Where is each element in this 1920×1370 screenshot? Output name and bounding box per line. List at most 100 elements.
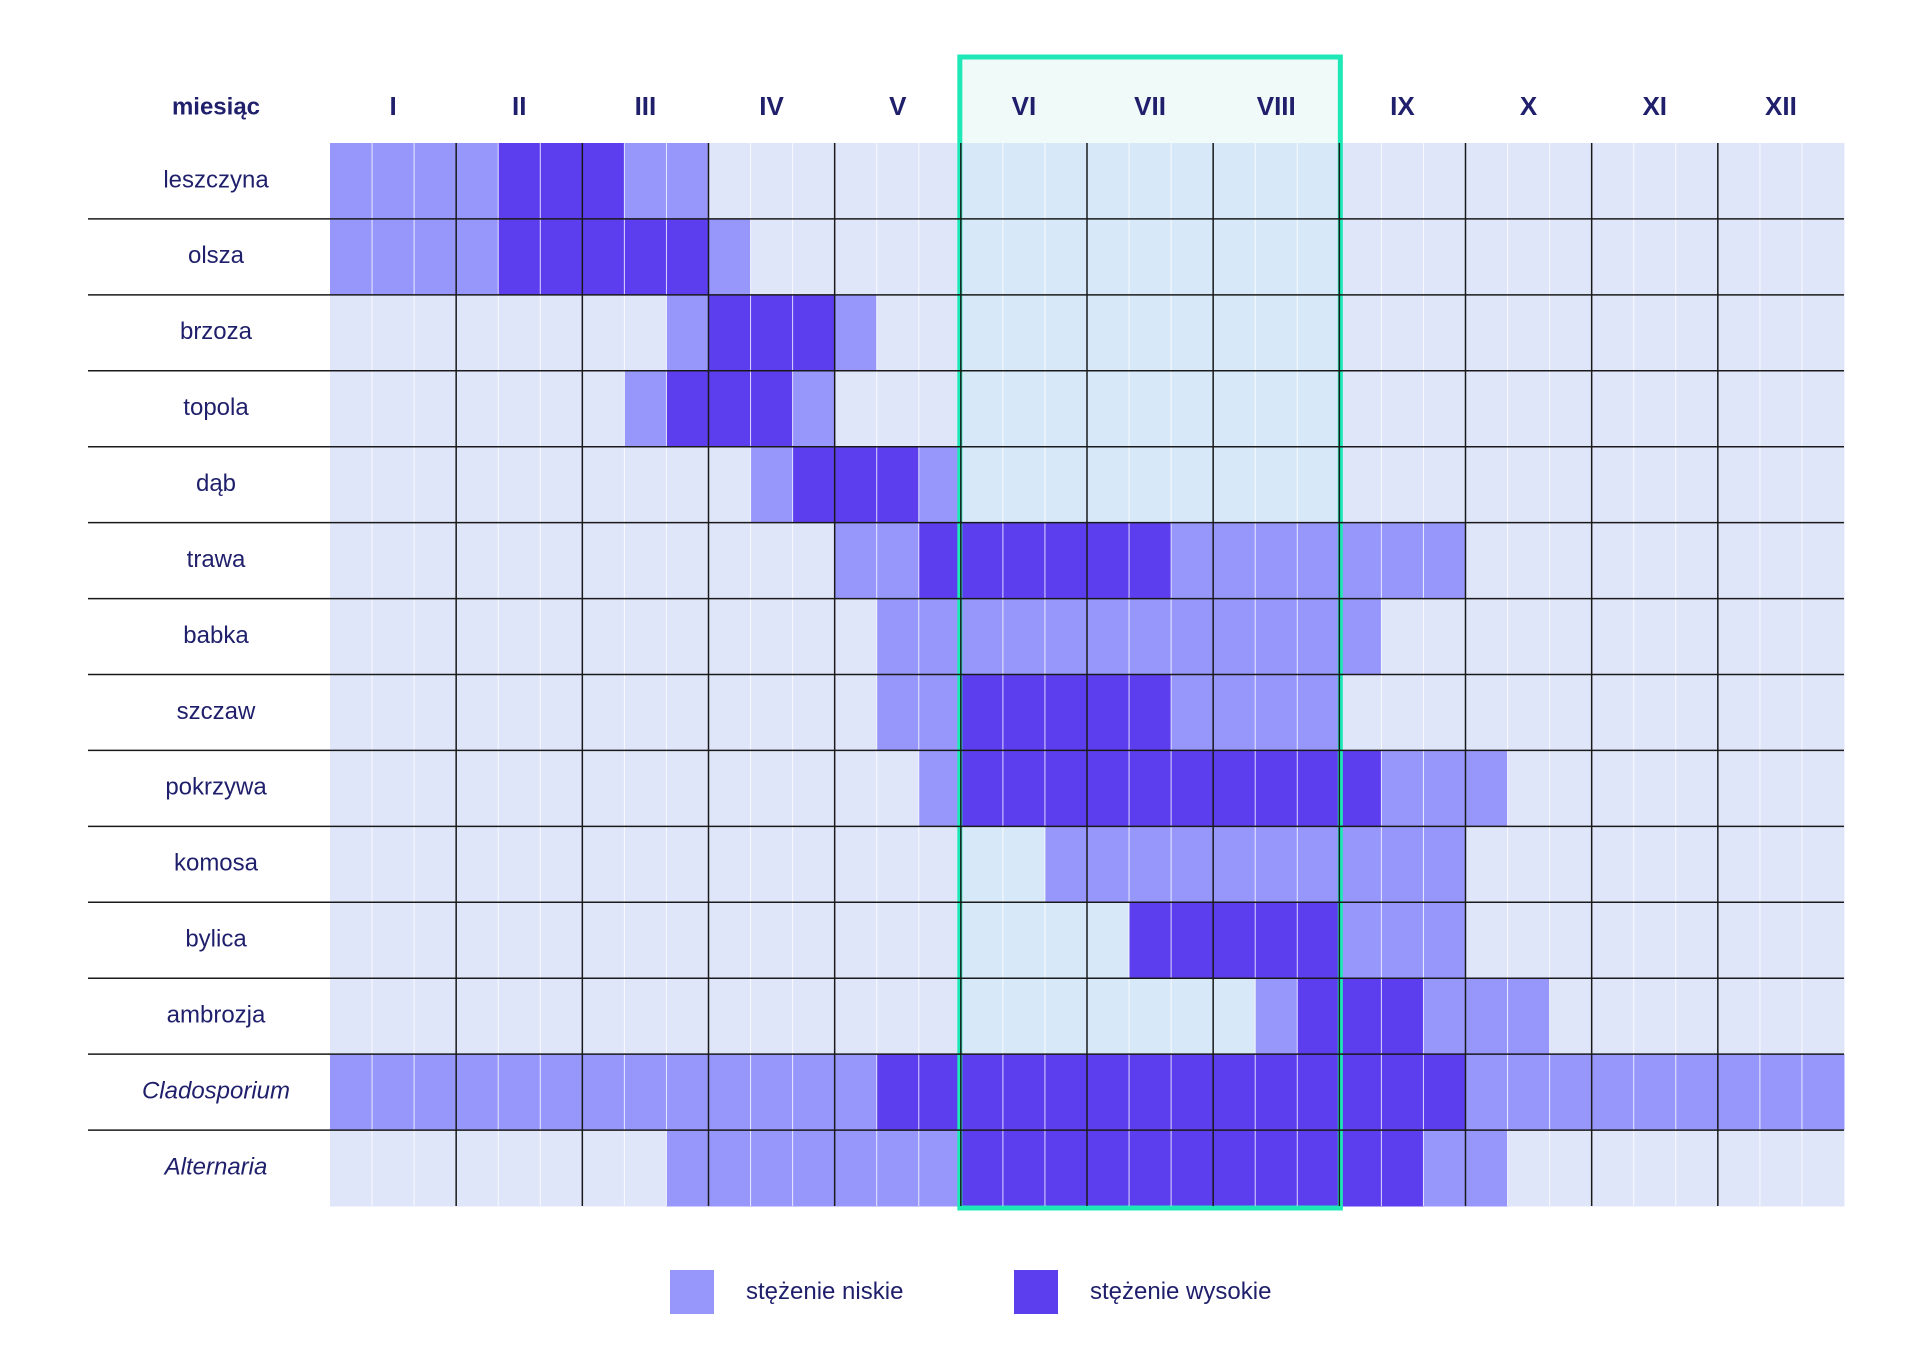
heatmap-cell [330,294,373,372]
heatmap-cell [1213,1054,1256,1131]
heatmap-cell [1002,826,1046,903]
heatmap-cell [1297,902,1340,979]
heatmap-cell [456,826,499,903]
heatmap-cell [582,370,625,448]
heatmap-cell [1507,1054,1551,1131]
heatmap-cell [1717,978,1761,1055]
heatmap-cell [792,1130,836,1207]
heatmap-cell [1423,978,1466,1055]
heatmap-cell [1675,674,1719,751]
heatmap-cell [456,446,499,524]
month-label: III [635,91,657,121]
row-label: pokrzywa [165,774,267,801]
heatmap-cell [1255,143,1298,220]
heatmap-cell [1507,294,1551,372]
heatmap-cell [1297,978,1340,1055]
heatmap-cell [918,1130,962,1207]
heatmap-cell [624,1054,667,1131]
heatmap-cell [834,1130,878,1207]
heatmap-cell [1129,902,1172,979]
heatmap-cell [1213,143,1256,220]
heatmap-cell [1002,522,1046,600]
heatmap-cell [372,978,415,1055]
heatmap-cell [540,370,583,448]
heatmap-cell [1717,446,1761,524]
heatmap-cell [1549,522,1593,600]
heatmap-cell [1465,598,1509,675]
heatmap-cell [624,218,667,296]
heatmap-cell [1423,826,1466,903]
heatmap-cell [330,902,373,979]
row-label: Cladosporium [142,1077,290,1104]
heatmap-cell [750,1054,794,1131]
heatmap-cell [1675,902,1719,979]
heatmap-cell [750,522,794,600]
heatmap-cell [456,598,499,675]
heatmap-cell [1297,1130,1340,1207]
heatmap-cell [1044,674,1088,751]
heatmap-cell [1675,978,1719,1055]
heatmap-cell [1297,218,1340,296]
heatmap-cell [330,598,373,675]
heatmap-cell [1759,674,1803,751]
heatmap-cell [876,902,920,979]
heatmap-cell [1591,446,1635,524]
heatmap-cell [1675,1054,1719,1131]
heatmap-cell [918,1054,962,1131]
heatmap-cell [792,750,836,827]
heatmap-cell [1129,674,1172,751]
heatmap-cell [498,1054,541,1131]
heatmap-cell [414,1130,457,1207]
heatmap-cell [1591,522,1635,600]
heatmap-cell [1465,370,1509,448]
heatmap-cell [1633,294,1677,372]
heatmap-cell [582,902,625,979]
heatmap-cell [750,218,794,296]
heatmap-cell [1171,1054,1214,1131]
heatmap-cell [1255,294,1298,372]
heatmap-cell [1423,1130,1466,1207]
heatmap-cell [372,522,415,600]
heatmap-cell [540,750,583,827]
heatmap-cell [414,294,457,372]
heatmap-cell [1002,143,1046,220]
heatmap-cell [1171,446,1214,524]
heatmap-cell [792,294,836,372]
heatmap-cell [708,294,752,372]
heatmap-cell [1129,1054,1172,1131]
heatmap-cell [414,522,457,600]
heatmap-cell [708,370,752,448]
heatmap-cell [960,1130,1004,1207]
heatmap-cell [1591,598,1635,675]
heatmap-cell [708,674,752,751]
heatmap-cell [456,143,499,220]
heatmap-cell [960,750,1004,827]
heatmap-cell [1339,978,1382,1055]
heatmap-cell [1213,674,1256,751]
heatmap-cell [1633,902,1677,979]
heatmap-cell [1171,218,1214,296]
heatmap-cell [1591,218,1635,296]
heatmap-cell [1002,370,1046,448]
heatmap-cell [1255,674,1298,751]
heatmap-cell [1087,446,1130,524]
heatmap-cell [1213,218,1256,296]
heatmap-cell [1759,1054,1803,1131]
heatmap-cell [1549,143,1593,220]
heatmap-cell [330,826,373,903]
heatmap-cell [540,446,583,524]
heatmap-cell [750,143,794,220]
heatmap-cell [372,598,415,675]
grid-layer [88,143,1844,1206]
heatmap-cell [1801,446,1845,524]
heatmap-cell [1044,218,1088,296]
heatmap-cell [666,370,709,448]
heatmap-cell [1423,143,1466,220]
heatmap-cell [708,978,752,1055]
heatmap-cell [834,218,878,296]
legend-label-high: stężenie wysokie [1090,1278,1272,1305]
heatmap-cell [834,143,878,220]
heatmap-cell [498,522,541,600]
heatmap-cell [1339,294,1382,372]
